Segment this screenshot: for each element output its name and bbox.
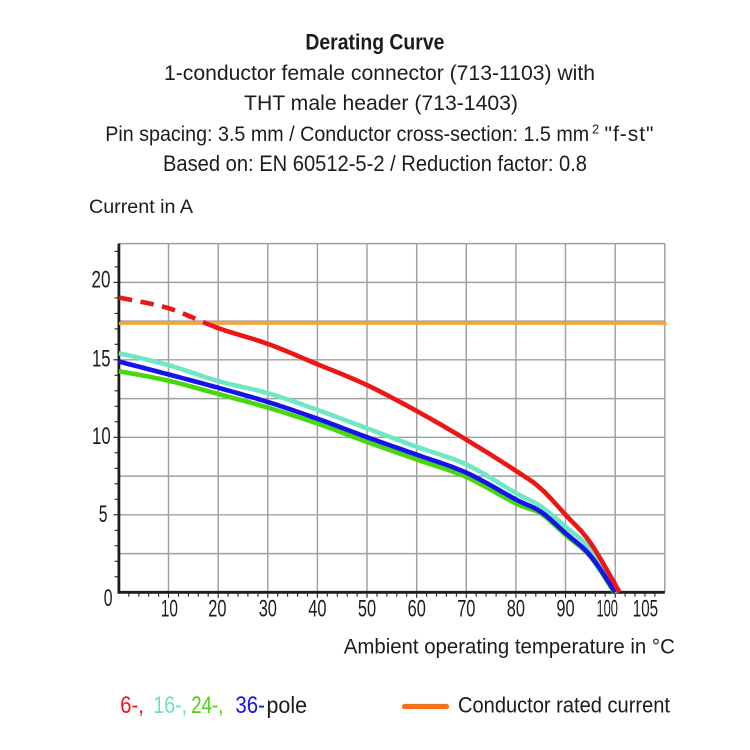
svg-text:24-,: 24-, <box>191 692 223 719</box>
svg-text:105: 105 <box>633 596 658 623</box>
svg-text:5: 5 <box>99 501 108 528</box>
svg-text:20: 20 <box>208 596 226 623</box>
svg-text:100: 100 <box>596 596 618 623</box>
svg-text:10: 10 <box>92 423 111 450</box>
svg-text:90: 90 <box>556 596 574 623</box>
svg-text:16-,: 16-, <box>153 692 187 719</box>
svg-text:10: 10 <box>161 596 178 623</box>
svg-text:30: 30 <box>259 596 277 623</box>
svg-text:2: 2 <box>592 122 599 137</box>
svg-text:"f-st": "f-st" <box>605 123 654 146</box>
svg-text:60: 60 <box>408 596 426 623</box>
svg-text:Based on: EN 60512-5-2 / Reduc: Based on: EN 60512-5-2 / Reduction facto… <box>163 151 587 176</box>
svg-text:20: 20 <box>92 267 111 294</box>
svg-text:15: 15 <box>92 346 111 373</box>
svg-text:THT male header (713-1403): THT male header (713-1403) <box>244 92 518 115</box>
svg-text:80: 80 <box>507 596 525 623</box>
svg-text:Derating Curve: Derating Curve <box>305 30 444 55</box>
svg-text:0: 0 <box>104 585 113 612</box>
svg-text:70: 70 <box>457 596 475 623</box>
svg-text:40: 40 <box>308 596 326 623</box>
svg-text:6-,: 6-, <box>120 692 144 719</box>
svg-text:Pin spacing: 3.5 mm / Conducto: Pin spacing: 3.5 mm / Conductor cross-se… <box>105 123 589 146</box>
svg-text:Ambient operating temperature: Ambient operating temperature in °C <box>344 635 675 658</box>
svg-text:1-conductor female connector (: 1-conductor female connector (713-1103) … <box>164 62 595 85</box>
svg-text:36-: 36- <box>235 692 265 719</box>
svg-text:50: 50 <box>358 596 376 623</box>
svg-text:Current in A: Current in A <box>89 197 193 218</box>
svg-text:Conductor rated current: Conductor rated current <box>458 693 670 718</box>
svg-text:pole: pole <box>267 692 308 718</box>
